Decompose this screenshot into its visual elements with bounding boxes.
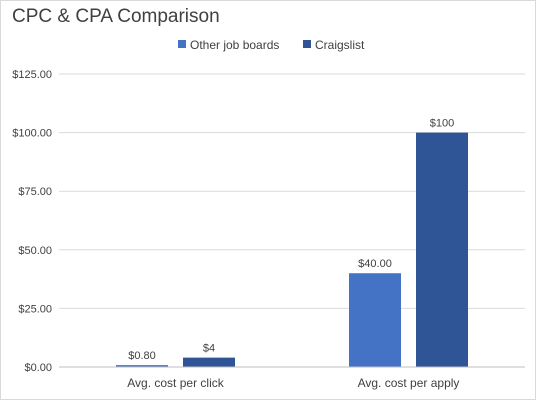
bar-craigslist-1	[416, 132, 468, 367]
y-tick-label-125: $125.00	[12, 69, 52, 81]
legend-label-1: Craigslist	[315, 38, 365, 52]
bar-other-job-boards-1	[349, 273, 401, 367]
legend-swatch-1	[303, 40, 311, 48]
data-label-1-1: $100	[430, 118, 454, 130]
x-tick-label-1: Avg. cost per apply	[358, 376, 460, 390]
data-label-0-1: $40.00	[358, 258, 392, 270]
data-label-1-0: $4	[203, 343, 215, 355]
bar-craigslist-0	[183, 357, 235, 367]
y-tick-label-75: $75.00	[18, 186, 52, 198]
y-tick-label-100: $100.00	[12, 128, 52, 140]
y-tick-label-50: $50.00	[18, 245, 52, 257]
x-tick-label-0: Avg. cost per click	[127, 376, 224, 390]
y-tick-label-25: $25.00	[18, 303, 52, 315]
y-tick-label-0: $0.00	[24, 362, 52, 374]
data-label-0-0: $0.80	[128, 350, 156, 362]
chart-title: CPC & CPA Comparison	[12, 6, 220, 27]
legend-label-0: Other job boards	[190, 38, 279, 52]
legend-swatch-0	[178, 40, 186, 48]
bar-other-job-boards-0	[116, 365, 168, 367]
